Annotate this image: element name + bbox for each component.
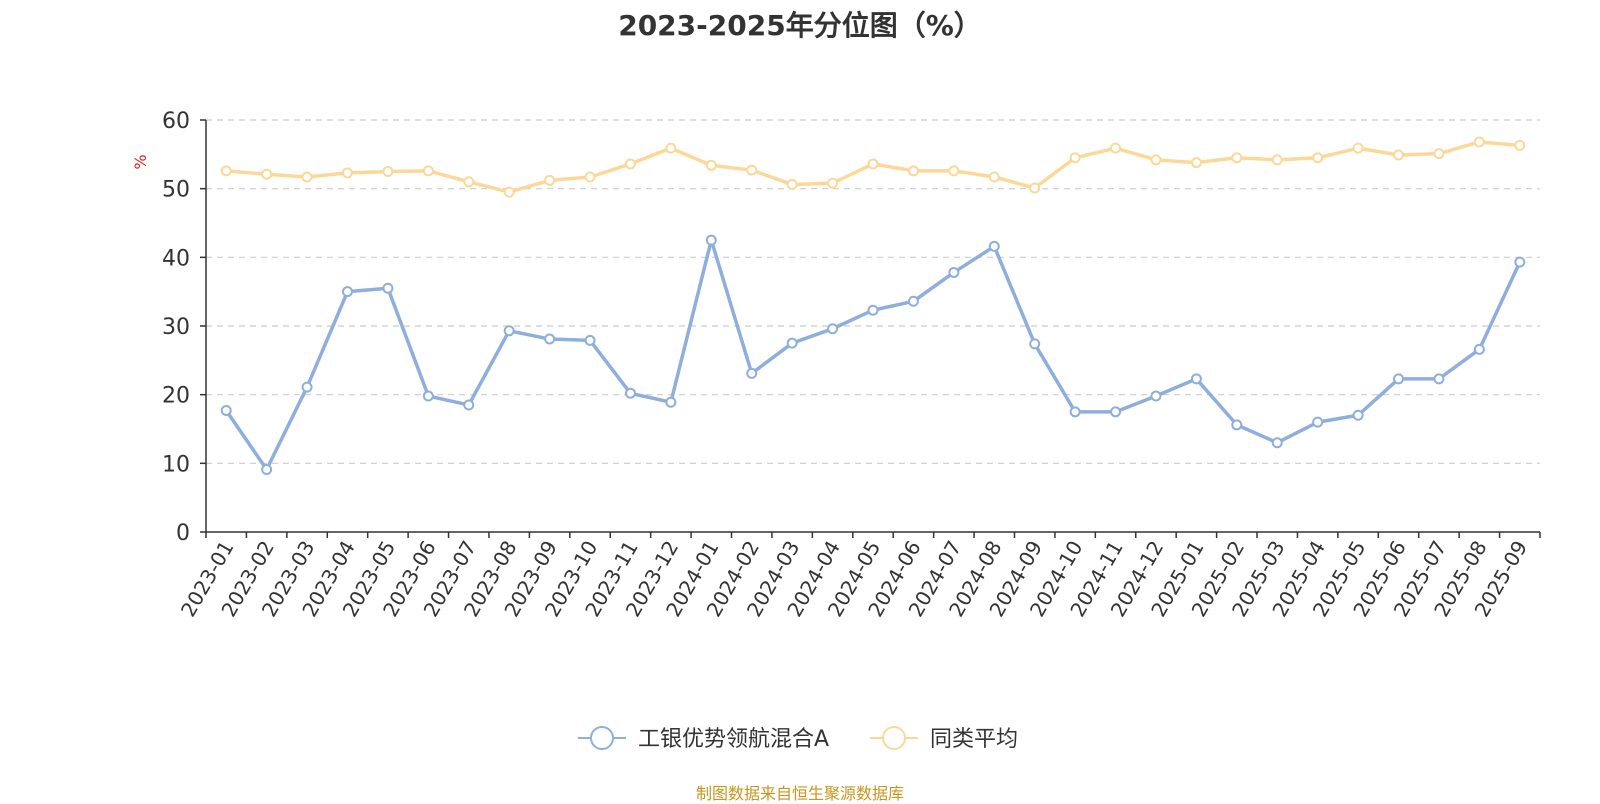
data-point[interactable] xyxy=(1271,154,1283,166)
data-point[interactable] xyxy=(786,179,798,191)
legend-marker[interactable] xyxy=(590,726,614,750)
data-point[interactable] xyxy=(584,334,596,346)
data-point[interactable] xyxy=(1393,149,1405,161)
data-point[interactable] xyxy=(1271,437,1283,449)
data-point[interactable] xyxy=(948,165,960,177)
data-point[interactable] xyxy=(665,142,677,154)
data-point[interactable] xyxy=(1231,419,1243,431)
data-point[interactable] xyxy=(1352,409,1364,421)
chart-title: 2023-2025年分位图（%） xyxy=(618,9,982,42)
data-point[interactable] xyxy=(220,165,232,177)
data-point[interactable] xyxy=(1433,373,1445,385)
data-point[interactable] xyxy=(544,174,556,186)
data-point[interactable] xyxy=(705,234,717,246)
series-line-0 xyxy=(224,238,1522,472)
data-point[interactable] xyxy=(261,168,273,180)
data-point[interactable] xyxy=(746,367,758,379)
data-point[interactable] xyxy=(1069,152,1081,164)
data-point[interactable] xyxy=(261,464,273,476)
data-point[interactable] xyxy=(544,333,556,345)
y-tick-label: 10 xyxy=(162,452,190,477)
data-point[interactable] xyxy=(1029,338,1041,350)
data-point[interactable] xyxy=(1514,256,1526,268)
data-point[interactable] xyxy=(665,396,677,408)
data-point[interactable] xyxy=(1190,157,1202,169)
data-point[interactable] xyxy=(463,176,475,188)
line-chart: 0102030405060%2023-012023-022023-032023-… xyxy=(131,109,1541,752)
y-tick-label: 40 xyxy=(162,246,190,271)
legend-marker[interactable] xyxy=(882,726,906,750)
data-point[interactable] xyxy=(1352,142,1364,154)
data-point[interactable] xyxy=(988,171,1000,183)
data-point[interactable] xyxy=(503,325,515,337)
y-tick-label: 60 xyxy=(162,109,190,134)
data-point[interactable] xyxy=(503,186,515,198)
y-tick-label: 0 xyxy=(176,521,190,546)
data-point[interactable] xyxy=(1150,154,1162,166)
data-source-note: 制图数据来自恒生聚源数据库 xyxy=(695,784,904,803)
data-point[interactable] xyxy=(1110,142,1122,154)
data-point[interactable] xyxy=(341,167,353,179)
data-point[interactable] xyxy=(1433,148,1445,160)
data-point[interactable] xyxy=(786,337,798,349)
data-point[interactable] xyxy=(1312,152,1324,164)
data-point[interactable] xyxy=(827,323,839,335)
data-point[interactable] xyxy=(624,387,636,399)
data-point[interactable] xyxy=(584,171,596,183)
data-point[interactable] xyxy=(1029,182,1041,194)
data-point[interactable] xyxy=(382,166,394,177)
data-point[interactable] xyxy=(746,164,758,176)
legend: 工银优势领航混合A 同类平均 xyxy=(578,726,1018,752)
data-point[interactable] xyxy=(827,177,839,189)
data-point[interactable] xyxy=(907,165,919,177)
legend-label[interactable]: 工银优势领航混合A xyxy=(638,727,829,752)
legend-label[interactable]: 同类平均 xyxy=(930,727,1018,752)
data-point[interactable] xyxy=(301,171,313,183)
data-point[interactable] xyxy=(1473,136,1485,148)
data-point[interactable] xyxy=(867,304,879,316)
data-point[interactable] xyxy=(1393,373,1405,385)
y-tick-label: 50 xyxy=(162,178,190,203)
y-tick-label: 20 xyxy=(162,384,190,409)
data-point[interactable] xyxy=(1110,406,1122,418)
data-point[interactable] xyxy=(341,286,353,298)
data-point[interactable] xyxy=(422,390,434,402)
data-point[interactable] xyxy=(705,159,717,171)
data-point[interactable] xyxy=(1150,390,1162,402)
data-point[interactable] xyxy=(220,404,232,416)
data-point[interactable] xyxy=(1231,152,1243,164)
data-point[interactable] xyxy=(907,295,919,307)
data-point[interactable] xyxy=(301,381,313,393)
data-point[interactable] xyxy=(624,158,636,170)
data-point[interactable] xyxy=(463,399,475,411)
data-point[interactable] xyxy=(1514,139,1526,151)
series-layer xyxy=(220,136,1526,476)
data-point[interactable] xyxy=(1473,343,1485,355)
data-point[interactable] xyxy=(382,282,394,294)
y-axis-label: % xyxy=(131,154,150,169)
data-point[interactable] xyxy=(988,240,1000,252)
data-point[interactable] xyxy=(1190,373,1202,385)
y-tick-label: 30 xyxy=(162,315,190,340)
data-point[interactable] xyxy=(422,165,434,177)
data-point[interactable] xyxy=(1069,406,1081,418)
data-point[interactable] xyxy=(1312,416,1324,428)
data-point[interactable] xyxy=(948,266,960,278)
data-point[interactable] xyxy=(867,158,879,170)
